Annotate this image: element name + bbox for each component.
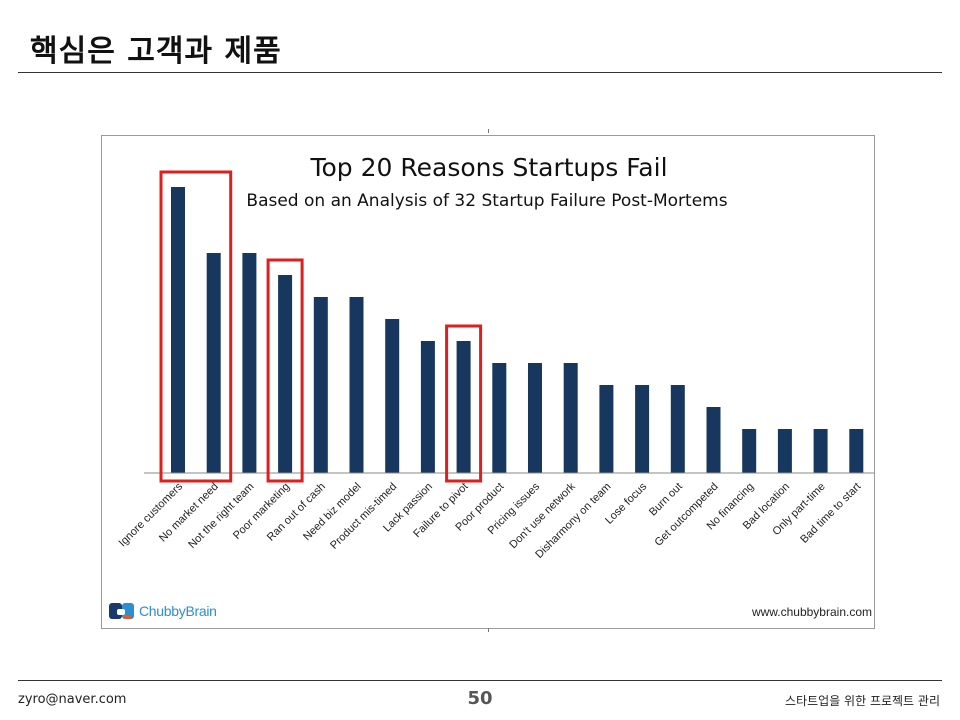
- x-tick-label-0: Ignore customers: [117, 480, 186, 549]
- bar-19: [849, 429, 864, 473]
- bar-4: [313, 297, 328, 473]
- bar-11: [563, 363, 578, 473]
- chubbybrain-logo-icon: [109, 603, 134, 619]
- source-website: www.chubbybrain.com: [751, 605, 872, 619]
- bar-10: [528, 363, 542, 473]
- footer-course-title: 스타트업을 위한 프로젝트 관리: [785, 694, 940, 708]
- x-tick-label-19: Bad time to start: [798, 481, 863, 546]
- bar-3: [278, 275, 293, 473]
- bar-6: [385, 319, 400, 473]
- bar-5: [349, 297, 364, 473]
- highlight-box-0: [159, 170, 233, 483]
- bar-15: [706, 407, 721, 473]
- x-tick-label-6: Product mis-timed: [328, 481, 399, 552]
- bar-13: [635, 385, 650, 473]
- bar-chart: Top 20 Reasons Startups Fail Based on an…: [117, 153, 874, 561]
- page-number: 50: [467, 688, 493, 709]
- top-tick: [488, 129, 489, 133]
- bar-1: [206, 253, 221, 473]
- bar-17: [777, 429, 792, 473]
- footer-email: zyro@naver.com: [18, 692, 127, 707]
- bar-8: [456, 341, 471, 473]
- highlight-box-1: [266, 258, 304, 483]
- x-tick-label-2: Not the right team: [186, 481, 256, 551]
- x-tick-label-15: Get outcompeted: [652, 481, 720, 549]
- bar-16: [742, 429, 757, 473]
- bar-0: [171, 187, 185, 473]
- bar-2: [242, 253, 257, 473]
- slide-title: 핵심은 고객과 제품: [30, 34, 282, 69]
- bar-18: [813, 429, 828, 473]
- chart-figure: Top 20 Reasons Startups Fail Based on an…: [101, 135, 875, 629]
- highlight-box-2: [445, 324, 483, 483]
- x-tick-label-11: Don't use network: [507, 480, 578, 551]
- chubbybrain-logo: ChubbyBrain: [108, 601, 217, 621]
- chart-subtitle: Based on an Analysis of 32 Startup Failu…: [246, 191, 727, 211]
- bar-14: [670, 385, 685, 473]
- bar-9: [492, 363, 507, 473]
- title-divider: [18, 72, 942, 73]
- bar-7: [420, 341, 435, 473]
- logo-text: ChubbyBrain: [139, 603, 217, 619]
- footer-divider: [18, 680, 942, 681]
- bottom-tick: [488, 628, 489, 632]
- chart-title: Top 20 Reasons Startups Fail: [309, 153, 667, 182]
- bar-12: [599, 385, 614, 473]
